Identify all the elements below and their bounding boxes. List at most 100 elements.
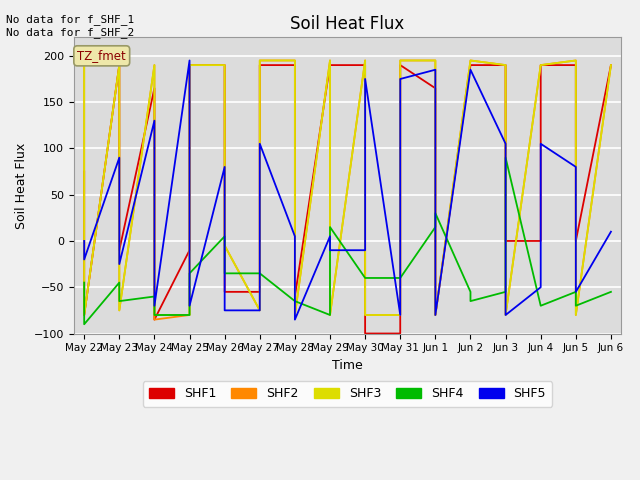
SHF1 bbox=[537, 238, 545, 244]
SHF3 bbox=[326, 312, 334, 318]
SHF5 bbox=[150, 303, 158, 309]
SHF4 bbox=[291, 298, 299, 304]
SHF3 bbox=[115, 62, 123, 68]
Y-axis label: Soil Heat Flux: Soil Heat Flux bbox=[15, 142, 28, 228]
SHF4 bbox=[115, 280, 123, 286]
SHF1 bbox=[502, 238, 509, 244]
SHF2 bbox=[81, 312, 88, 318]
SHF4 bbox=[150, 312, 158, 318]
SHF2 bbox=[81, 62, 88, 68]
SHF4 bbox=[115, 298, 123, 304]
SHF5 bbox=[256, 141, 264, 147]
SHF5 bbox=[502, 312, 509, 318]
SHF5 bbox=[572, 289, 580, 295]
SHF3 bbox=[502, 62, 509, 68]
SHF4 bbox=[537, 303, 545, 309]
SHF1 bbox=[502, 62, 509, 68]
Line: SHF4: SHF4 bbox=[84, 157, 611, 324]
SHF4 bbox=[326, 312, 334, 318]
SHF1 bbox=[326, 62, 334, 68]
Line: SHF2: SHF2 bbox=[84, 60, 611, 320]
SHF1 bbox=[291, 62, 299, 68]
SHF5 bbox=[291, 233, 299, 239]
SHF1 bbox=[256, 62, 264, 68]
SHF5 bbox=[607, 229, 615, 235]
SHF5 bbox=[467, 67, 474, 72]
SHF1 bbox=[362, 331, 369, 336]
SHF1 bbox=[537, 62, 545, 68]
SHF3 bbox=[467, 58, 474, 63]
SHF5 bbox=[396, 312, 404, 318]
SHF3 bbox=[431, 58, 439, 63]
SHF5 bbox=[537, 141, 545, 147]
SHF4 bbox=[467, 298, 474, 304]
SHF1 bbox=[150, 317, 158, 323]
SHF1 bbox=[572, 62, 580, 68]
Line: SHF5: SHF5 bbox=[84, 60, 611, 320]
SHF2 bbox=[467, 58, 474, 63]
SHF1 bbox=[186, 247, 193, 253]
SHF2 bbox=[326, 58, 334, 63]
SHF2 bbox=[150, 62, 158, 68]
Line: SHF3: SHF3 bbox=[84, 60, 611, 315]
SHF2 bbox=[362, 312, 369, 318]
SHF1 bbox=[115, 62, 123, 68]
SHF3 bbox=[291, 58, 299, 63]
SHF3 bbox=[150, 312, 158, 318]
SHF2 bbox=[502, 312, 509, 318]
SHF5 bbox=[431, 312, 439, 318]
SHF3 bbox=[186, 312, 193, 318]
SHF1 bbox=[572, 238, 580, 244]
SHF2 bbox=[115, 308, 123, 313]
SHF1 bbox=[467, 62, 474, 68]
SHF5 bbox=[115, 155, 123, 160]
SHF5 bbox=[431, 67, 439, 72]
SHF5 bbox=[81, 238, 88, 244]
SHF3 bbox=[115, 308, 123, 313]
SHF2 bbox=[467, 58, 474, 63]
SHF3 bbox=[256, 58, 264, 63]
SHF3 bbox=[396, 58, 404, 63]
SHF5 bbox=[256, 308, 264, 313]
SHF2 bbox=[221, 62, 228, 68]
SHF3 bbox=[221, 62, 228, 68]
SHF5 bbox=[537, 284, 545, 290]
SHF4 bbox=[81, 322, 88, 327]
SHF2 bbox=[115, 62, 123, 68]
SHF3 bbox=[221, 243, 228, 249]
SHF3 bbox=[150, 62, 158, 68]
SHF3 bbox=[362, 58, 369, 63]
SHF5 bbox=[115, 261, 123, 267]
SHF4 bbox=[467, 289, 474, 295]
SHF5 bbox=[396, 76, 404, 82]
SHF2 bbox=[291, 58, 299, 63]
SHF1 bbox=[81, 312, 88, 318]
SHF2 bbox=[572, 58, 580, 63]
SHF3 bbox=[607, 62, 615, 68]
SHF2 bbox=[502, 62, 509, 68]
SHF2 bbox=[572, 312, 580, 318]
SHF5 bbox=[362, 76, 369, 82]
SHF1 bbox=[81, 168, 88, 174]
SHF5 bbox=[326, 233, 334, 239]
Legend: SHF1, SHF2, SHF3, SHF4, SHF5: SHF1, SHF2, SHF3, SHF4, SHF5 bbox=[143, 381, 552, 407]
SHF3 bbox=[362, 312, 369, 318]
SHF5 bbox=[150, 118, 158, 123]
SHF1 bbox=[362, 62, 369, 68]
SHF4 bbox=[502, 289, 509, 295]
SHF4 bbox=[291, 298, 299, 304]
SHF4 bbox=[186, 270, 193, 276]
SHF4 bbox=[326, 224, 334, 230]
SHF1 bbox=[396, 62, 404, 68]
SHF5 bbox=[291, 317, 299, 323]
SHF4 bbox=[537, 303, 545, 309]
SHF2 bbox=[256, 308, 264, 313]
SHF4 bbox=[607, 289, 615, 295]
SHF4 bbox=[572, 303, 580, 309]
SHF3 bbox=[572, 58, 580, 63]
SHF4 bbox=[431, 224, 439, 230]
SHF1 bbox=[326, 62, 334, 68]
SHF2 bbox=[362, 58, 369, 63]
SHF4 bbox=[502, 155, 509, 160]
SHF1 bbox=[186, 62, 193, 68]
